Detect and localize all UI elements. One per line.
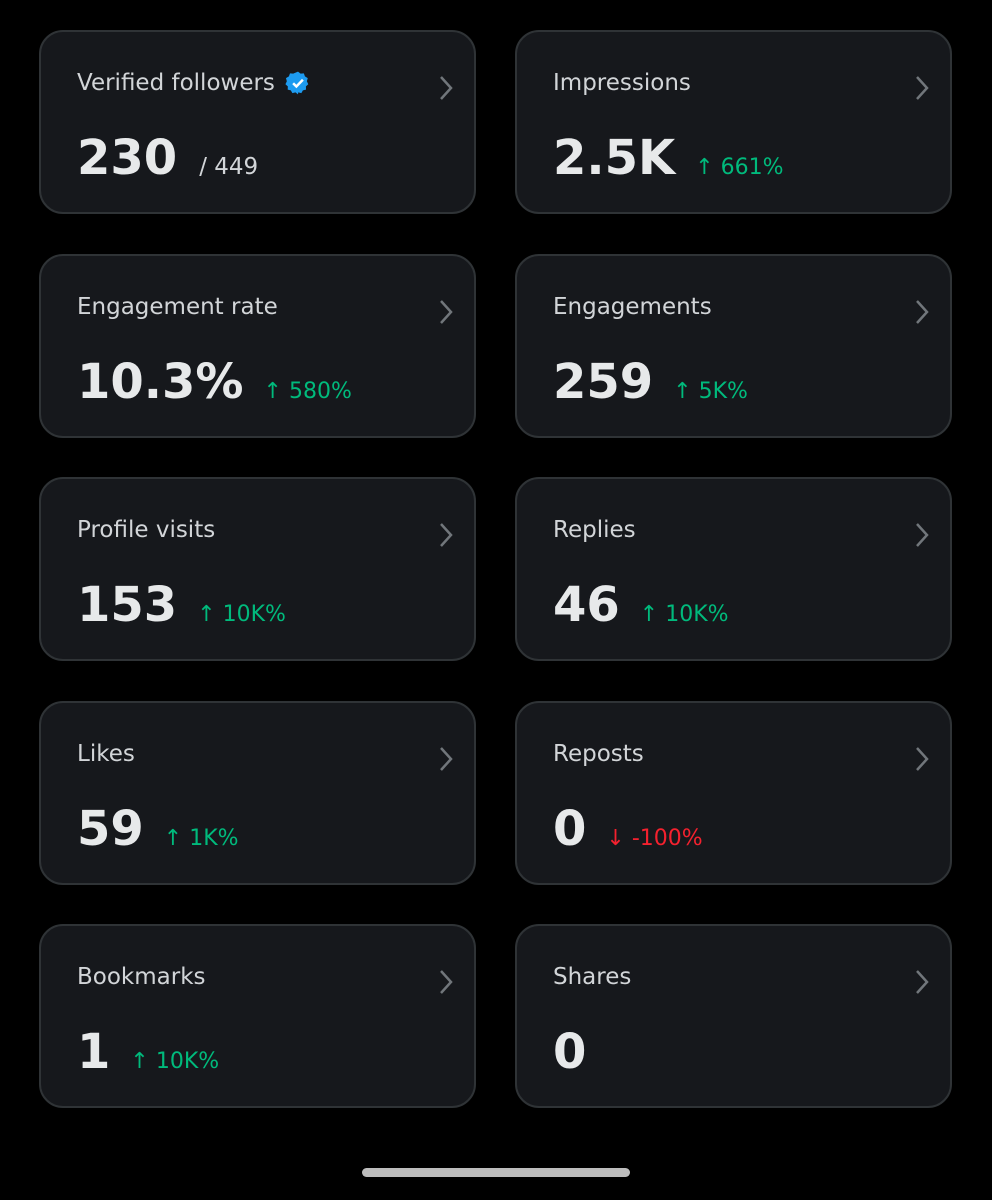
card-label: Profile visits [77,517,216,543]
chevron-icon [440,299,453,324]
stat-card[interactable]: Engagements 259 ↑ 5K% [515,253,952,438]
stat-card[interactable]: Reposts 0 ↓ -100% [515,700,952,885]
stat-card[interactable]: Verified followers 230 / 449 [39,30,476,214]
stat-card[interactable]: Replies 46 ↑ 10K% [515,477,952,661]
card-change: ↑ 1K% [163,825,239,851]
chevron-icon [916,299,929,324]
card-value: 1 [77,1024,111,1080]
stat-card[interactable]: Engagement rate 10.3% ↑ 580% [39,253,476,438]
chevron-icon [916,970,929,994]
chevron-icon [916,76,929,100]
card-label-row: Bookmarks [77,964,206,990]
chevron-icon [440,746,453,771]
chevron-icon [916,523,929,547]
card-label-row: Likes [77,741,135,767]
card-value: 10.3% [77,353,244,410]
stat-card[interactable]: Impressions 2.5K ↑ 661% [515,30,952,214]
card-total: / 449 [199,154,259,180]
card-label: Replies [553,517,636,543]
card-label-row: Engagement rate [77,294,278,320]
chevron-icon [440,523,453,547]
card-value: 0 [553,800,587,857]
card-label-row: Impressions [553,70,691,96]
card-value: 59 [77,800,144,857]
card-label-row: Engagements [553,294,712,320]
card-change: ↑ 10K% [639,602,729,627]
card-label: Verified followers [77,70,275,96]
home-indicator [362,1168,630,1177]
card-label: Shares [553,964,632,990]
card-value: 2.5K [553,130,676,186]
card-value-row: 10.3% ↑ 580% [77,354,352,410]
card-change: ↑ 661% [695,155,784,180]
stat-card[interactable]: Profile visits 153 ↑ 10K% [39,477,476,661]
card-value-row: 153 ↑ 10K% [77,577,286,633]
chevron-icon [440,76,453,100]
card-value-row: 1 ↑ 10K% [77,1024,219,1080]
card-label-row: Replies [553,517,636,543]
card-label-row: Reposts [553,741,644,767]
card-value: 259 [553,353,654,410]
card-label-row: Shares [553,964,631,990]
stat-card[interactable]: Bookmarks 1 ↑ 10K% [39,924,476,1108]
card-change: ↑ 10K% [197,602,286,627]
card-value-row: 2.5K ↑ 661% [553,130,784,186]
card-change: ↑ 5K% [673,378,748,404]
stat-card[interactable]: Likes 59 ↑ 1K% [39,700,476,885]
card-value: 230 [77,130,178,186]
card-label: Engagements [553,293,712,320]
card-label: Engagement rate [77,293,278,320]
card-label-row: Profile visits [77,517,215,543]
chevron-icon [916,746,929,771]
card-label: Impressions [553,70,691,96]
card-value: 0 [553,1024,587,1080]
chevron-icon [440,970,453,994]
card-label-row: Verified followers [77,70,311,96]
card-change: ↑ 10K% [130,1049,220,1074]
card-value-row: 46 ↑ 10K% [553,577,729,633]
card-label: Likes [77,740,135,767]
card-label: Reposts [553,740,644,767]
card-value: 46 [553,577,620,633]
stat-card[interactable]: Shares 0 [515,924,952,1108]
card-label: Bookmarks [77,964,206,990]
card-value-row: 0 [553,1024,586,1080]
card-value-row: 59 ↑ 1K% [77,801,239,857]
card-change: ↑ 580% [263,378,352,404]
card-value: 153 [77,577,178,633]
card-change: ↓ -100% [606,825,703,851]
card-value-row: 259 ↑ 5K% [553,354,748,410]
verified-badge [285,71,309,95]
card-value-row: 230 / 449 [77,130,258,186]
card-value-row: 0 ↓ -100% [553,801,703,857]
